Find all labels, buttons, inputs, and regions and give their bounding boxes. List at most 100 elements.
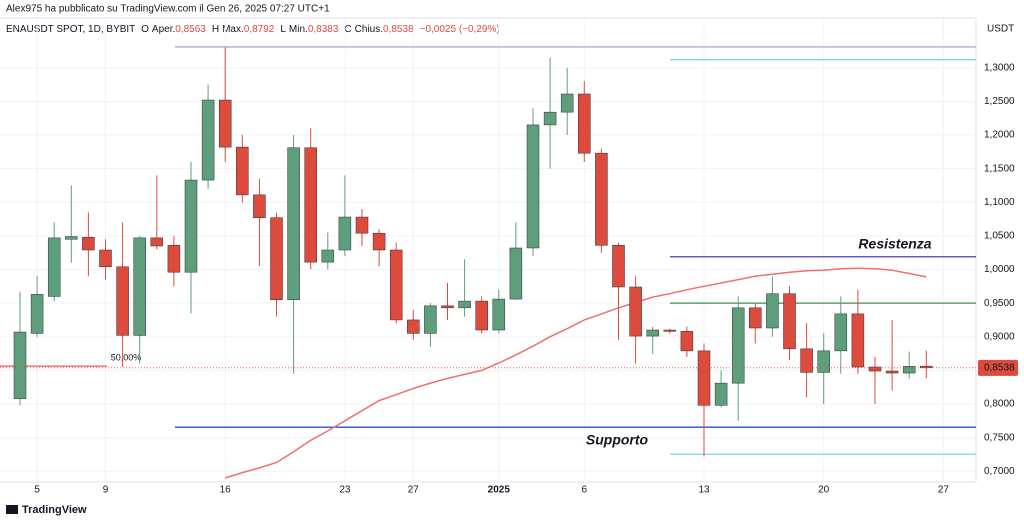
candle-body — [236, 146, 249, 196]
x-tick-label: 13 — [698, 485, 710, 496]
candle-body — [458, 300, 471, 309]
candle — [885, 319, 899, 391]
candle — [920, 350, 933, 379]
y-tick-label: 0,9500 — [984, 298, 1015, 309]
x-tick-label: 9 — [103, 485, 109, 496]
last-price-label: 0,8538 — [984, 362, 1015, 373]
candle-body — [475, 300, 488, 331]
y-tick-label: 0,7500 — [984, 432, 1015, 443]
level-label: 50,00% — [111, 352, 142, 362]
candle — [612, 242, 625, 341]
candle-body — [304, 147, 317, 263]
x-tick-label: 6 — [582, 485, 588, 496]
legend-label: Max. — [222, 24, 244, 35]
candle — [338, 175, 352, 257]
candle — [253, 178, 266, 267]
candle-body — [749, 307, 762, 329]
x-tick-label: 23 — [339, 485, 351, 496]
candle — [116, 222, 129, 368]
y-tick-label: 1,3000 — [984, 62, 1015, 73]
candle — [236, 135, 249, 203]
candle — [441, 282, 454, 320]
candle-body — [287, 147, 300, 301]
legend-key: C — [344, 24, 351, 35]
candle — [663, 328, 677, 334]
candle — [321, 232, 335, 270]
ma-line — [224, 267, 927, 479]
candle-body — [441, 305, 454, 309]
candle-body — [612, 245, 625, 288]
candle-body — [253, 194, 266, 218]
candle — [82, 212, 95, 277]
candle — [167, 235, 181, 287]
level-label: Supporto — [586, 432, 649, 448]
y-tick-label: 1,0500 — [984, 231, 1015, 242]
y-tick-label: 0,8000 — [984, 399, 1015, 410]
candle-body — [270, 217, 283, 301]
candle-body — [321, 249, 335, 263]
candle — [766, 276, 779, 337]
candle-body — [338, 216, 352, 251]
candle — [749, 303, 762, 344]
candle — [783, 286, 796, 361]
candle — [30, 276, 44, 337]
candle — [680, 326, 694, 357]
candle-body — [629, 286, 642, 337]
candle — [731, 296, 745, 421]
candle — [595, 148, 608, 253]
candle-body — [646, 329, 659, 337]
legend-value: 0,8538 — [383, 24, 414, 35]
candle — [851, 289, 865, 374]
candle — [407, 309, 420, 341]
legend-label: Chius. — [355, 24, 383, 35]
candle-body — [578, 93, 591, 154]
candle-body — [783, 293, 796, 350]
candle — [389, 242, 403, 324]
candle — [287, 135, 300, 374]
logo-icon — [6, 505, 18, 514]
candle-body — [851, 313, 865, 368]
y-tick-label: 0,7000 — [984, 466, 1015, 477]
y-tick-label: 1,1500 — [984, 163, 1015, 174]
candle-body — [372, 232, 386, 251]
x-tick-label: 27 — [938, 485, 950, 496]
candle-body — [526, 124, 540, 249]
legend-key: H — [212, 24, 219, 35]
candle-body — [714, 382, 728, 406]
candle-body — [885, 370, 899, 374]
legend-label: Min. — [289, 24, 308, 35]
candle-body — [65, 236, 78, 240]
legend-change: −0,0025 (−0,29%) — [420, 24, 500, 35]
candle — [99, 239, 112, 280]
candle — [578, 81, 591, 162]
candle-body — [595, 152, 608, 246]
candle — [372, 229, 386, 267]
candle — [13, 291, 27, 406]
candle-body — [902, 366, 916, 374]
candle — [714, 370, 728, 408]
candle — [270, 212, 283, 317]
candle-body — [82, 236, 95, 251]
candle-body — [218, 99, 232, 148]
candle-body — [116, 266, 129, 336]
candle — [526, 108, 540, 257]
legend-label: Aper. — [152, 24, 175, 35]
candle — [697, 343, 711, 457]
legend-value: 0,8792 — [244, 24, 275, 35]
y-tick-label: 0,9000 — [984, 331, 1015, 342]
candle-body — [920, 365, 933, 369]
x-tick-label: 16 — [220, 485, 232, 496]
candle-body — [201, 99, 215, 181]
candle-body — [389, 249, 403, 321]
candle — [800, 323, 813, 398]
candle-body — [766, 293, 779, 329]
candle-body — [509, 247, 523, 300]
candle-body — [47, 237, 61, 297]
x-tick-label: 27 — [408, 485, 420, 496]
candle — [817, 333, 830, 404]
candle-body — [184, 179, 198, 273]
candle-body — [407, 319, 420, 334]
candle-body — [99, 249, 112, 268]
candle-body — [167, 245, 181, 273]
